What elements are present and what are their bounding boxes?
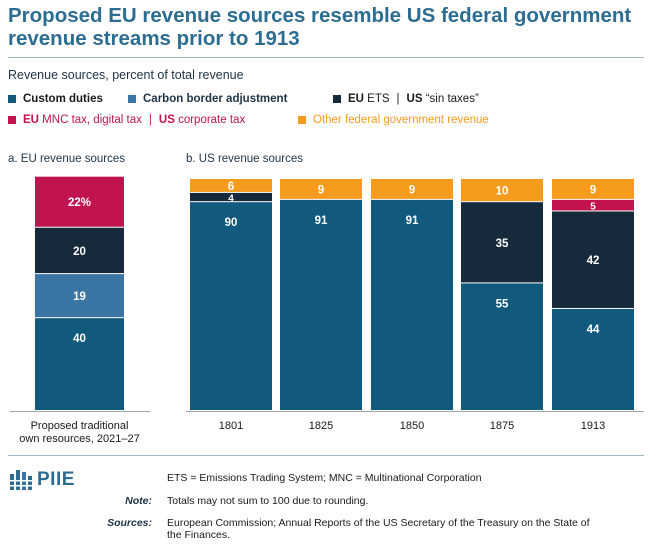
legend-label-corporate-tax: corporate tax [174,114,246,126]
us-data-label-custom_duties-0: 90 [225,217,238,229]
sources-label: Sources: [107,517,152,529]
piie-logo-icon [10,470,32,490]
us-category-label-1: 1825 [309,420,333,432]
title-divider [8,57,644,58]
legend-separator: | [396,93,400,105]
legend-label-eu: EU [348,93,364,105]
piie-logo-text: PIIE [37,469,75,490]
us-data-label-custom_duties-2: 91 [406,215,419,227]
us-bar-ets_sin-0 [190,192,272,202]
chart-title: Proposed EU revenue sources resemble US … [8,4,632,50]
legend-label-us-corp: US [158,114,175,126]
us-bar-custom_duties-2 [371,199,453,410]
us-data-label-other-2: 9 [409,184,415,196]
eu-bar-ets_sin-0 [35,227,124,274]
us-data-label-other-3: 10 [496,186,509,198]
eu-category-label-0-line1: own resources, 2021–27 [19,433,139,445]
us-bar-custom_duties-4 [552,308,634,410]
piie-logo: PIIE [10,468,75,492]
us-bar-other-0 [190,179,272,192]
eu-category-label-0-line0: Proposed traditional [31,420,129,432]
note-text: Totals may not sum to 100 due to roundin… [167,495,369,507]
legend-item-ets-sin: EU ETS | US “sin taxes” [333,93,479,105]
us-data-label-custom_duties-4: 44 [587,324,600,336]
eu-bar-custom_duties-0 [35,318,124,410]
legend-item-carbon-border: Carbon border adjustment [128,93,287,105]
us-bar-custom_duties-3 [461,283,543,410]
eu-bar-carbon_border-0 [35,274,124,318]
us-data-label-ets_sin-0: 4 [228,194,234,205]
us-category-label-3: 1875 [490,420,514,432]
us-bar-mnc_corp-4 [552,199,634,211]
legend-label-ets: ETS [363,93,390,105]
sources-text-line2: the Finances. [167,529,231,541]
footer-divider [8,455,644,456]
us-data-label-ets_sin-3: 35 [496,238,509,250]
us-bar-ets_sin-4 [552,211,634,308]
us-bar-ets_sin-3 [461,202,543,283]
legend-swatch-mnc-corp [8,116,16,124]
us-data-label-other-0: 6 [228,181,234,193]
legend-label-mnc-digital: MNC tax, digital tax [38,114,142,126]
legend-swatch-ets-sin [333,95,341,103]
legend-swatch-carbon-border [128,95,136,103]
legend-item-other: Other federal government revenue [298,114,489,126]
legend-label-sin-taxes: “sin taxes” [422,93,479,105]
eu-data-label-ets_sin-0: 20 [73,246,86,258]
legend-label-carbon-border: Carbon border adjustment [143,93,288,105]
definitions-text: ETS = Emissions Trading System; MNC = Mu… [167,472,482,484]
chart-subtitle: Revenue sources, percent of total revenu… [8,68,244,82]
us-category-label-4: 1913 [581,420,605,432]
note-label: Note: [125,495,152,507]
us-category-label-2: 1850 [400,420,424,432]
us-bar-other-4 [552,179,634,199]
eu-data-label-carbon_border-0: 19 [73,291,86,303]
us-data-label-mnc_corp-4: 5 [590,202,596,213]
us-data-label-ets_sin-4: 42 [587,255,600,267]
legend-swatch-custom-duties [8,95,16,103]
us-bar-other-1 [280,179,362,199]
us-data-label-other-4: 9 [590,184,596,196]
legend-item-custom-duties: Custom duties [8,93,103,105]
us-category-label-0: 1801 [219,420,243,432]
us-bar-other-3 [461,179,543,202]
legend-label-eu-mnc: EU [23,114,39,126]
legend-item-mnc-corp: EU MNC tax, digital tax | US corporate t… [8,114,245,126]
legend: Custom duties Carbon border adjustment E… [8,91,648,131]
us-bar-custom_duties-0 [190,202,272,410]
sources-text-line1: European Commission; Annual Reports of t… [167,517,590,529]
panel-title-us: b. US revenue sources [186,153,303,165]
legend-label-custom-duties: Custom duties [23,93,103,105]
legend-label-other: Other federal government revenue [313,114,489,126]
legend-label-us: US [406,93,423,105]
eu-data-label-custom_duties-0: 40 [73,333,86,345]
legend-separator: | [148,114,152,126]
us-bar-custom_duties-1 [280,199,362,410]
panel-title-eu: a. EU revenue sources [8,153,125,165]
us-data-label-other-1: 9 [318,184,324,196]
eu-bar-mnc_corp-0 [35,176,124,227]
us-data-label-custom_duties-1: 91 [315,215,328,227]
us-data-label-custom_duties-3: 55 [496,298,509,310]
eu-data-label-mnc_corp-0: 22% [68,197,91,209]
legend-swatch-other [298,116,306,124]
us-bar-other-2 [371,179,453,199]
